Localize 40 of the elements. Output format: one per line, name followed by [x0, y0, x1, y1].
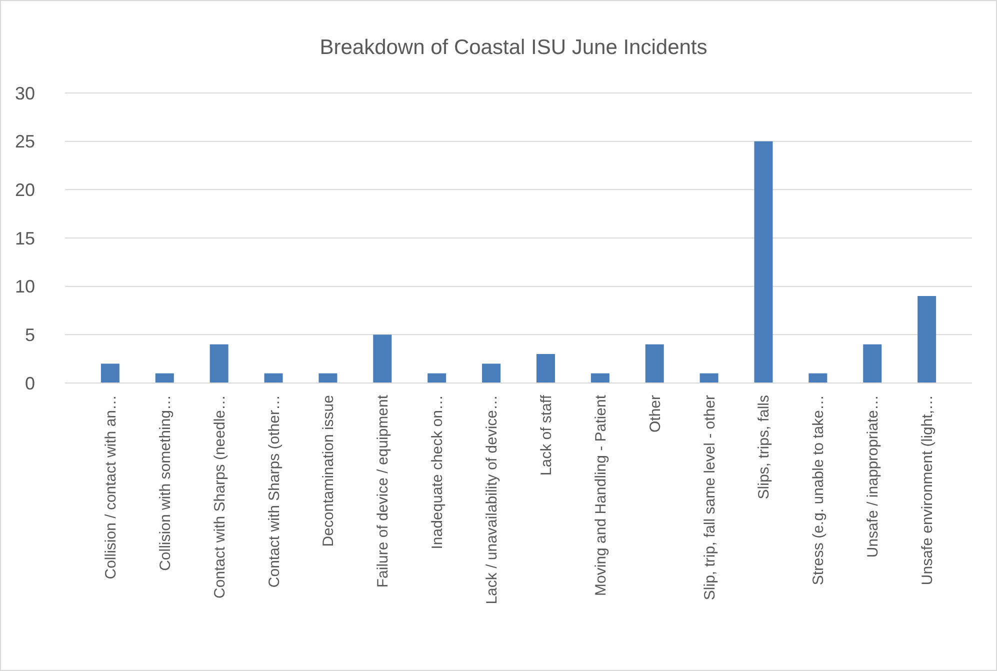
y-tick-label: 30 [14, 83, 35, 104]
bar [754, 141, 773, 383]
bar [210, 344, 228, 383]
bar [482, 364, 501, 383]
x-tick-label: Failure of device / equipment [374, 394, 392, 588]
bar [373, 334, 392, 383]
x-tick-label: Moving and Handling - Patient [592, 394, 610, 596]
x-tick-label: Lack / unavailability of device… [484, 395, 501, 604]
chart-title: Breakdown of Coastal ISU June Incidents [320, 36, 708, 59]
y-tick-label: 25 [14, 132, 35, 152]
x-tick-label: Slips, trips, falls [756, 395, 773, 500]
bar [155, 373, 174, 383]
x-tick-label: Collision with something… [156, 395, 174, 571]
x-tick-label: Stress (e.g. unable to take… [810, 395, 828, 586]
x-tick-label: Slip, trip, fall same level - other [701, 394, 718, 600]
x-tick-label: Inadequate check on… [429, 395, 446, 550]
bar [590, 373, 610, 383]
x-tick-label: Other [646, 394, 664, 433]
y-tick-label: 0 [24, 373, 35, 394]
bar [536, 354, 555, 383]
y-tick-label: 20 [14, 180, 35, 200]
bar [318, 373, 338, 383]
x-tick-label: Contact with Sharps (needle… [211, 395, 228, 598]
y-tick-label: 10 [14, 276, 35, 297]
x-tick-label: Lack of staff [538, 394, 555, 476]
y-tick-label: 5 [24, 324, 35, 345]
bar [428, 373, 446, 383]
x-tick-label: Decontamination issue [320, 395, 338, 547]
bar [863, 344, 882, 383]
bar [100, 364, 120, 383]
x-tick-label: Contact with Sharps (other… [266, 395, 283, 588]
bar [645, 344, 664, 383]
x-tick-label: Unsafe environment (light,… [919, 395, 936, 586]
bar [264, 373, 283, 383]
x-tick-label: Unsafe / inappropriate… [864, 395, 882, 558]
y-tick-label: 15 [14, 228, 35, 248]
bar [808, 373, 828, 383]
bar [700, 373, 718, 383]
bar [918, 296, 936, 383]
x-tick-label: Collision / contact with an… [102, 395, 120, 580]
